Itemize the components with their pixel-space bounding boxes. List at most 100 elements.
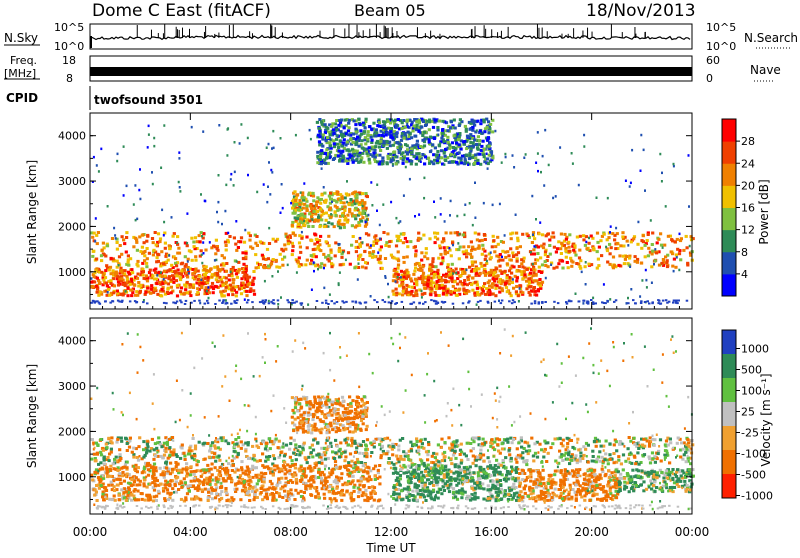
- data-cell: [338, 284, 340, 287]
- data-cell: [629, 266, 631, 269]
- data-cell: [224, 439, 227, 442]
- data-cell: [351, 301, 354, 303]
- data-cell: [111, 269, 114, 272]
- data-cell: [175, 264, 178, 267]
- data-cell: [126, 442, 129, 445]
- data-cell: [102, 242, 105, 245]
- data-cell: [349, 263, 352, 266]
- data-cell: [523, 273, 526, 276]
- data-cell: [651, 451, 654, 454]
- data-cell: [477, 148, 480, 151]
- data-cell: [420, 126, 423, 129]
- data-cell: [130, 278, 133, 281]
- data-cell: [220, 281, 223, 284]
- data-cell: [401, 151, 404, 154]
- power-colorbar-tick-label: 16: [741, 202, 755, 215]
- data-cell: [397, 448, 400, 451]
- data-cell: [101, 493, 104, 496]
- data-cell: [358, 255, 361, 258]
- data-cell: [568, 246, 571, 249]
- data-cell: [556, 247, 559, 250]
- data-cell: [161, 275, 164, 278]
- data-cell: [406, 255, 409, 258]
- data-cell: [444, 140, 446, 143]
- data-cell: [270, 440, 273, 443]
- data-cell: [351, 157, 353, 160]
- data-cell: [151, 237, 154, 240]
- data-cell: [311, 225, 314, 228]
- data-cell: [587, 263, 590, 266]
- data-cell: [543, 184, 545, 187]
- data-cell: [375, 142, 378, 145]
- data-cell: [627, 302, 630, 304]
- data-cell: [298, 265, 301, 268]
- data-cell: [402, 137, 405, 140]
- data-cell: [146, 443, 149, 446]
- data-cell: [402, 290, 405, 293]
- data-cell: [315, 454, 318, 457]
- data-cell: [101, 249, 104, 252]
- data-cell: [295, 134, 297, 137]
- data-cell: [481, 442, 484, 445]
- data-cell: [515, 290, 518, 293]
- data-cell: [146, 287, 149, 290]
- data-cell: [275, 438, 278, 441]
- data-cell: [380, 137, 383, 140]
- data-cell: [397, 264, 400, 267]
- data-cell: [489, 445, 492, 448]
- data-cell: [194, 445, 197, 448]
- data-cell: [375, 242, 378, 245]
- data-cell: [412, 273, 415, 276]
- freq-band: [90, 67, 692, 76]
- data-cell: [164, 281, 167, 284]
- data-cell: [560, 455, 563, 458]
- data-cell: [366, 138, 369, 141]
- data-cell: [462, 233, 465, 236]
- data-cell: [410, 136, 413, 139]
- data-cell: [259, 263, 262, 266]
- data-cell: [467, 245, 470, 248]
- data-cell: [358, 145, 361, 148]
- data-cell: [423, 292, 426, 295]
- data-cell: [160, 167, 162, 170]
- data-cell: [183, 292, 186, 295]
- data-cell: [561, 267, 564, 270]
- data-cell: [596, 241, 599, 244]
- data-cell: [108, 269, 111, 272]
- data-cell: [441, 120, 444, 123]
- data-cell: [379, 140, 382, 143]
- data-cell: [555, 266, 558, 269]
- data-cell: [279, 253, 282, 256]
- data-cell: [522, 460, 525, 463]
- data-cell: [450, 200, 452, 203]
- data-cell: [609, 231, 611, 234]
- data-cell: [465, 154, 468, 157]
- data-cell: [179, 457, 182, 460]
- data-cell: [193, 300, 196, 302]
- data-cell: [104, 269, 107, 272]
- data-cell: [538, 232, 541, 235]
- data-cell: [335, 138, 338, 141]
- data-cell: [346, 141, 349, 144]
- data-cell: [364, 448, 367, 451]
- data-cell: [667, 235, 670, 238]
- data-cell: [622, 453, 625, 456]
- data-cell: [621, 231, 624, 234]
- data-cell: [214, 460, 217, 463]
- data-cell: [235, 294, 238, 297]
- data-cell: [172, 235, 175, 238]
- data-cell: [225, 262, 228, 265]
- data-cell: [251, 476, 254, 479]
- data-cell: [227, 232, 229, 235]
- data-cell: [660, 460, 663, 463]
- data-cell: [421, 296, 423, 299]
- data-cell: [474, 261, 477, 264]
- data-cell: [185, 263, 188, 266]
- data-cell: [338, 149, 341, 152]
- data-cell: [129, 257, 132, 260]
- data-cell: [350, 460, 353, 463]
- data-cell: [348, 119, 351, 122]
- data-cell: [540, 448, 543, 451]
- data-cell: [138, 436, 141, 439]
- data-cell: [565, 256, 568, 259]
